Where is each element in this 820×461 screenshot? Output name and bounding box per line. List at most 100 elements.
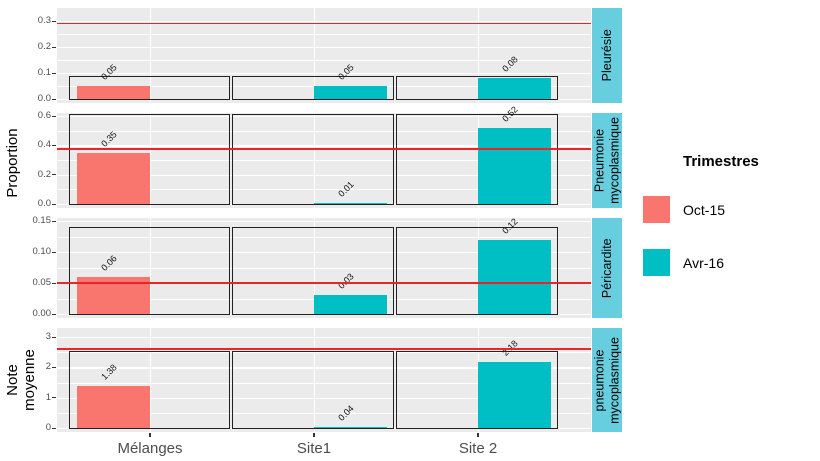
facet-strip-label: pneumonie mycoplasmique <box>593 310 622 450</box>
gridline-minor <box>57 382 591 384</box>
y-axis-tick-label: 0.0 <box>37 198 51 209</box>
y-axis-tick-mark <box>52 251 56 253</box>
y-axis-tick-mark <box>52 98 56 100</box>
y-axis-title-note-line1: Note <box>4 364 21 396</box>
site-group-box <box>396 113 558 206</box>
gridline-minor <box>57 34 591 35</box>
facet-strip <box>592 218 622 318</box>
y-axis-title-note-line2: moyenne <box>21 349 38 411</box>
site-group-box <box>232 351 394 430</box>
y-axis-tick-label: 0.3 <box>37 15 51 26</box>
bar <box>77 152 150 204</box>
gridline-vertical <box>314 8 316 103</box>
facet-strip <box>592 8 622 103</box>
bar <box>314 295 387 314</box>
y-axis-tick-label: 0.2 <box>37 41 51 52</box>
bar <box>478 78 551 99</box>
y-axis-tick-label: 0.15 <box>32 215 52 226</box>
legend-title: Trimestres <box>683 153 759 170</box>
gridline-minor <box>57 160 591 161</box>
x-axis-tick-label: Mélanges <box>117 440 183 457</box>
site-group-box <box>69 351 230 430</box>
gridline-minor <box>57 412 591 414</box>
legend-label-avr16: Avr-16 <box>683 254 724 271</box>
y-axis-tick-mark <box>52 336 56 338</box>
y-axis-tick-mark <box>52 20 56 22</box>
gridline-major <box>57 221 591 223</box>
gridline-minor <box>57 189 591 191</box>
y-axis-tick-label: 3 <box>45 331 51 343</box>
y-axis-tick-mark <box>52 397 56 399</box>
y-axis-tick-label: 0.6 <box>37 110 51 122</box>
gridline-major <box>57 47 591 49</box>
y-axis-tick-mark <box>52 366 56 369</box>
y-axis-tick-label: 2 <box>45 361 51 373</box>
y-axis-tick-label: 0.05 <box>32 277 52 288</box>
facet-strip-label-line: pneumonie <box>592 349 607 411</box>
gridline-minor <box>57 236 591 238</box>
gridline-major <box>57 116 591 118</box>
gridline-major <box>57 73 591 75</box>
bar <box>314 86 387 99</box>
gridline-minor <box>57 130 591 132</box>
x-axis-tick-mark <box>313 433 315 437</box>
y-axis-tick-mark <box>52 115 56 117</box>
y-axis-tick-label: 0.10 <box>32 246 52 257</box>
y-axis-title-note-moyenne: Note moyenne <box>4 320 38 440</box>
reference-line <box>57 348 591 350</box>
gridline-major <box>57 252 591 254</box>
gridline-minor <box>57 267 591 269</box>
y-axis-tick-mark <box>52 144 56 147</box>
gridline-vertical <box>150 8 152 103</box>
legend-swatch-avr16-icon <box>643 249 670 276</box>
reference-line <box>57 282 591 284</box>
bar <box>314 202 387 204</box>
gridline-vertical <box>478 8 480 103</box>
gridline-major <box>57 174 591 176</box>
reference-line <box>57 148 591 150</box>
x-axis-tick-label: Site1 <box>296 440 332 457</box>
y-axis-tick-mark <box>52 174 56 176</box>
bar <box>478 127 551 204</box>
legend-key-oct15: Oct-15 <box>643 196 813 223</box>
site-group-box <box>396 351 558 430</box>
site-group-box <box>396 227 558 316</box>
y-axis-tick-mark <box>52 46 56 48</box>
y-axis-tick-label: 0.2 <box>37 168 51 180</box>
legend: Trimestres Oct-15 Avr-16 <box>643 153 813 302</box>
site-group-box <box>232 75 394 101</box>
legend-label-oct15: Oct-15 <box>683 201 726 218</box>
facet-strip <box>592 113 622 208</box>
y-axis-tick-label: 0.1 <box>37 67 51 78</box>
site-group-box <box>69 113 230 206</box>
bar <box>314 426 387 428</box>
y-axis-tick-label: 1 <box>45 391 51 403</box>
facet-strip-label-line: mycoplasmique <box>607 336 621 424</box>
y-axis-tick-label: 0.00 <box>32 308 52 319</box>
y-axis-tick-label: 0.0 <box>37 93 51 104</box>
site-group-box <box>232 227 394 316</box>
x-axis-tick-mark <box>149 433 151 437</box>
site-group-box <box>232 113 394 206</box>
legend-swatch-oct15-icon <box>643 196 670 223</box>
y-axis-tick-mark <box>52 203 56 205</box>
bar <box>77 386 150 428</box>
y-axis-tick-mark <box>52 282 56 284</box>
facet-strip <box>592 328 622 432</box>
y-axis-tick-label: 0 <box>45 422 51 433</box>
gridline-minor <box>57 352 591 353</box>
gridline-major <box>57 337 591 339</box>
y-axis-tick-mark <box>52 220 56 222</box>
y-axis-tick-mark <box>52 313 56 315</box>
gridline-major <box>57 367 591 369</box>
gridline-major <box>57 21 591 23</box>
reference-line <box>57 22 591 25</box>
bar <box>77 86 150 99</box>
gridline-major <box>57 397 591 399</box>
gridline-vertical <box>150 328 152 432</box>
bar <box>478 239 551 314</box>
y-axis-tick-label: 0.4 <box>37 139 51 151</box>
y-axis-title-proportion: Proportion <box>4 128 21 198</box>
x-axis-tick-mark <box>477 433 479 437</box>
